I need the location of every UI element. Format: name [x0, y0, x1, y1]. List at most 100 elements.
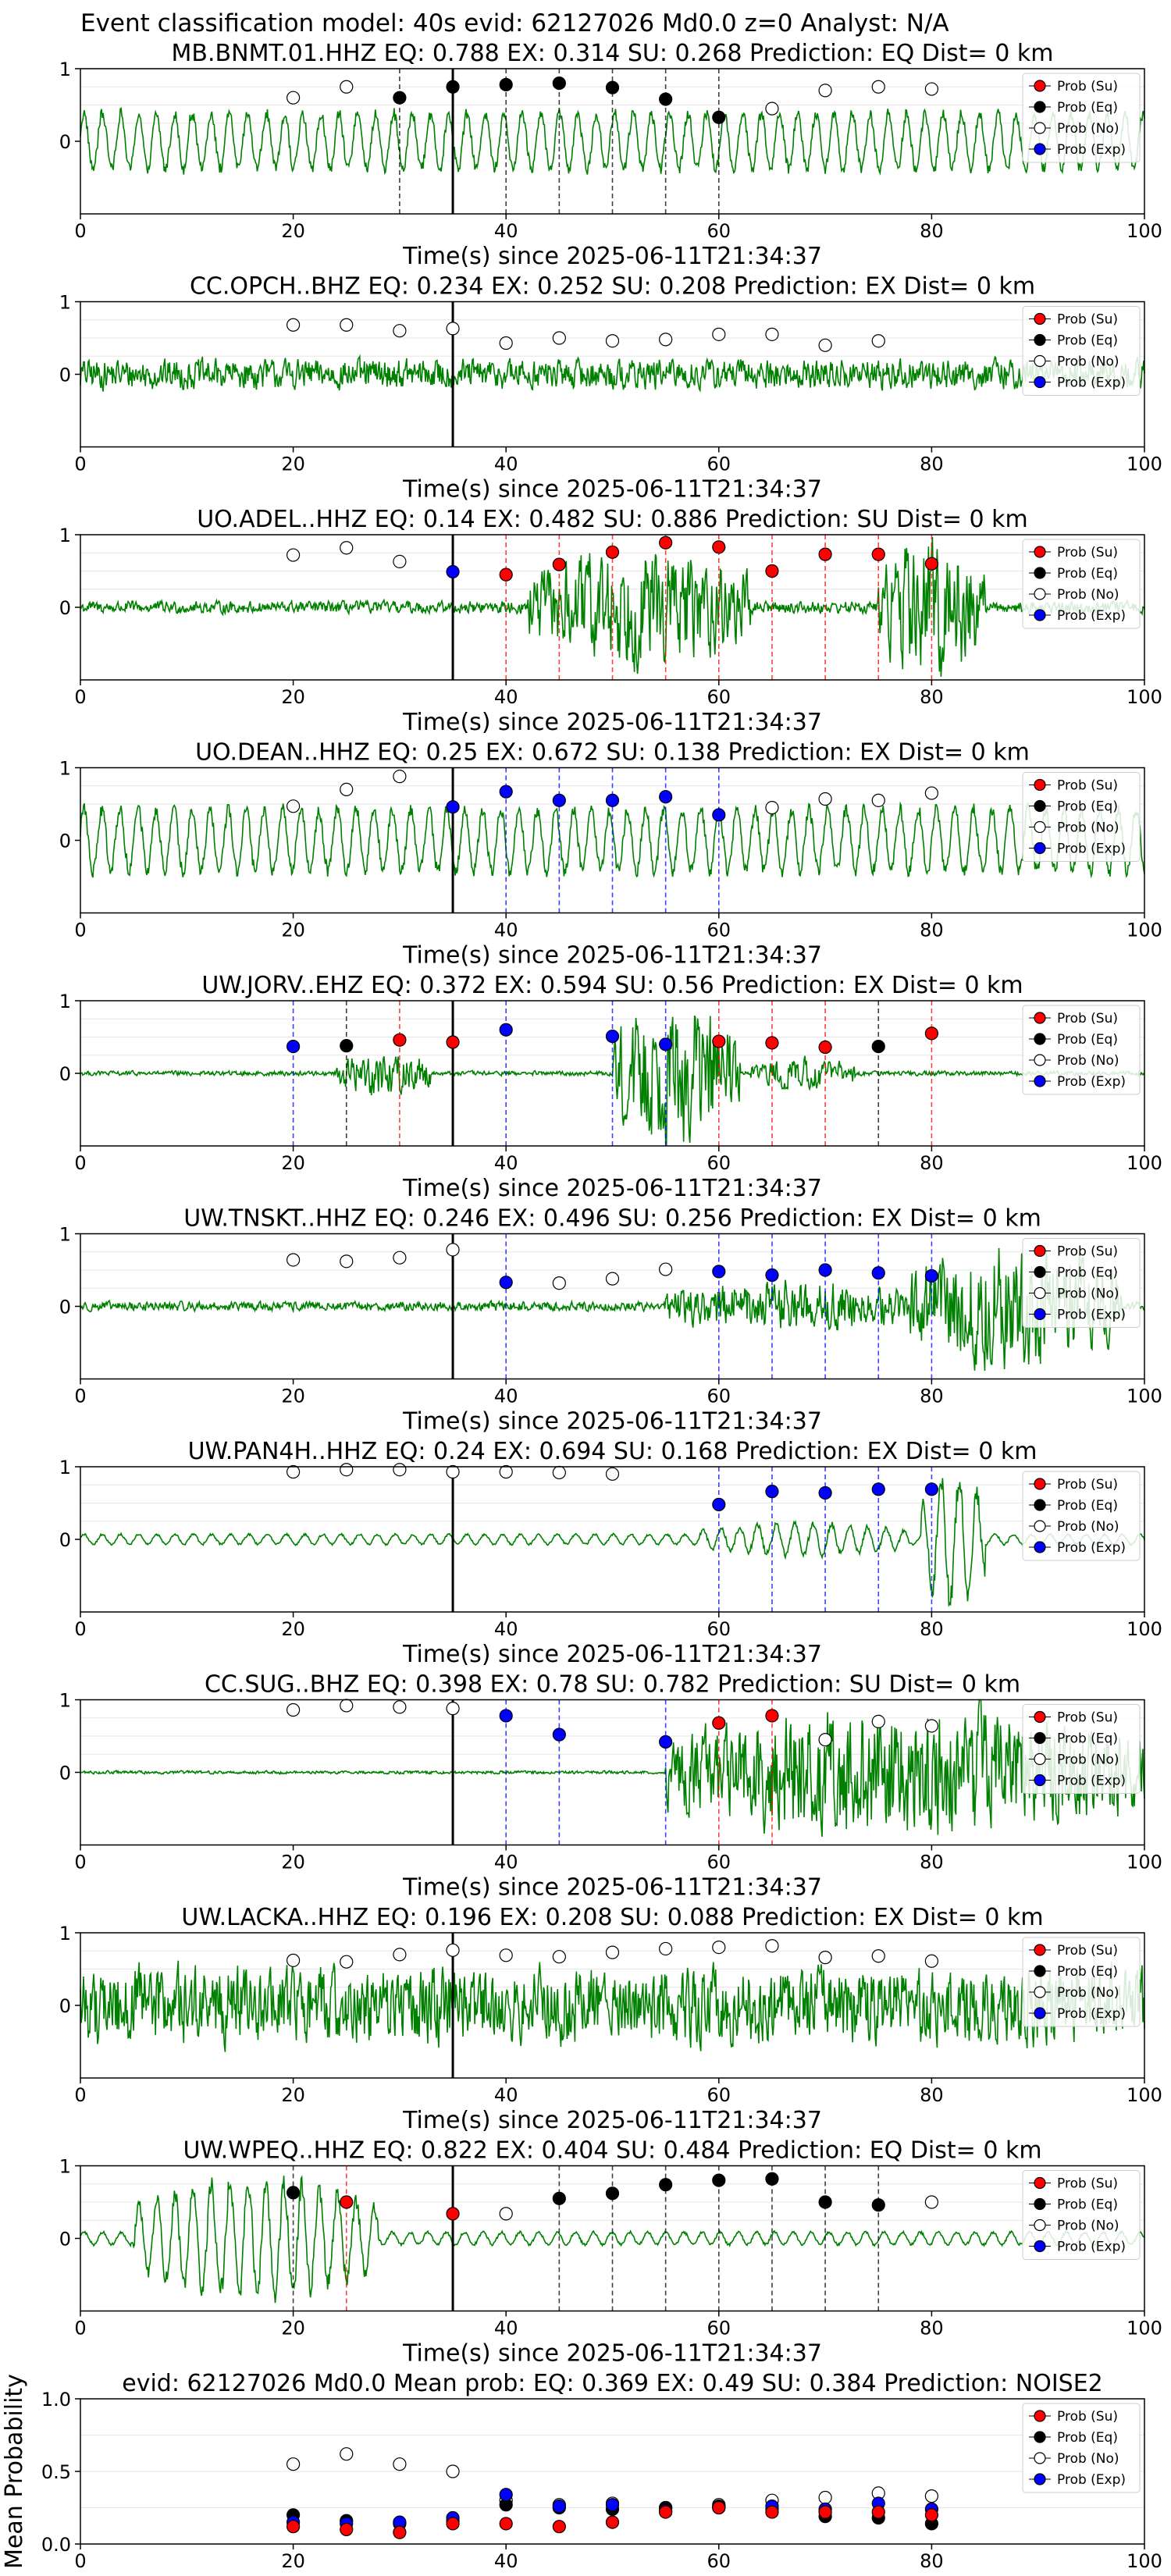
prob-point-exp — [499, 1276, 513, 1290]
mean-prob-point-su — [446, 2517, 460, 2531]
prob-point-no — [924, 2195, 939, 2209]
legend-marker — [1034, 2473, 1046, 2485]
prob-point-no — [499, 1464, 513, 1479]
legend-marker — [1034, 1265, 1046, 1279]
waveform-trace — [80, 354, 1145, 393]
prob-point-no — [287, 799, 301, 813]
mean-prob-point-su — [818, 2505, 832, 2519]
prob-point-eq — [499, 77, 513, 92]
x-tick-label: 0 — [74, 1618, 86, 1640]
legend-marker — [1034, 101, 1046, 113]
x-tick-label: 100 — [1127, 2318, 1162, 2339]
x-tick-label: 100 — [1127, 2084, 1162, 2106]
x-tick-label: 20 — [281, 686, 305, 708]
prob-point-no — [605, 1945, 620, 1959]
x-tick-label: 40 — [494, 454, 518, 475]
legend-label: Prob (Eq) — [1057, 1032, 1118, 1048]
x-tick-label: 40 — [494, 686, 518, 708]
legend-label: Prob (No) — [1057, 1286, 1119, 1302]
legend-box — [1022, 1238, 1141, 1328]
panel-title: UO.ADEL..HHZ EQ: 0.14 EX: 0.482 SU: 0.88… — [197, 506, 1028, 533]
x-tick-label: 40 — [494, 220, 518, 242]
y-tick-label: 1 — [59, 1224, 71, 1246]
x-axis-label: Time(s) since 2025-06-11T21:34:37 — [402, 1408, 822, 1436]
legend-label: Prob (Exp) — [1057, 2240, 1126, 2255]
mean-prob-point-su — [287, 2520, 301, 2534]
legend-box — [1022, 1471, 1141, 1561]
x-tick-label: 80 — [920, 2550, 944, 2572]
legend-label: Prob (Exp) — [1057, 142, 1126, 158]
prob-point-no — [393, 1948, 407, 1962]
legend-box — [1022, 2403, 1141, 2493]
x-tick-label: 0 — [74, 920, 86, 941]
y-tick-label: 0 — [59, 1297, 71, 1318]
x-axis-label: Time(s) since 2025-06-11T21:34:37 — [402, 2107, 822, 2134]
panel-4: UW.JORV..EHZ EQ: 0.372 EX: 0.594 SU: 0.5… — [59, 972, 1162, 1202]
mean-prob-point-no — [446, 2464, 460, 2478]
prob-point-eq — [393, 91, 407, 105]
prob-point-eq — [659, 92, 673, 106]
legend-box — [1022, 1937, 1141, 2027]
legend-marker — [1034, 375, 1046, 389]
legend-marker — [1034, 2240, 1046, 2253]
legend-marker — [1034, 609, 1046, 621]
panel-title: UO.DEAN..HHZ EQ: 0.25 EX: 0.672 SU: 0.13… — [195, 739, 1030, 767]
prob-point-exp — [924, 1482, 939, 1496]
panel-7: CC.SUG..BHZ EQ: 0.398 EX: 0.78 SU: 0.782… — [59, 1671, 1162, 1902]
x-tick-label: 100 — [1127, 1852, 1162, 1873]
prob-point-exp — [712, 1497, 726, 1511]
prob-point-eq — [659, 2178, 673, 2192]
prob-point-no — [446, 1943, 460, 1957]
mean-prob-point-no — [818, 2490, 832, 2505]
prob-point-no — [287, 1703, 301, 1717]
legend-marker — [1034, 1286, 1046, 1300]
mean-prob-point-su — [765, 2505, 779, 2519]
prob-point-no — [552, 331, 566, 345]
legend-label: Prob (Eq) — [1057, 1964, 1118, 1980]
panel-5: UW.TNSKT..HHZ EQ: 0.246 EX: 0.496 SU: 0.… — [59, 1205, 1162, 1436]
x-tick-label: 100 — [1127, 454, 1162, 475]
x-tick-label: 20 — [281, 220, 305, 242]
x-tick-label: 40 — [494, 1852, 518, 1873]
legend-label: Prob (No) — [1057, 354, 1119, 370]
legend-marker — [1034, 1244, 1046, 1258]
prob-point-no — [393, 1463, 407, 1477]
legend: Prob (Su) Prob (Eq) Prob (No) Prob (Exp) — [1022, 306, 1141, 396]
legend-marker — [1034, 1075, 1046, 1087]
legend-marker — [1034, 841, 1046, 855]
x-axis-label: Time(s) since 2025-06-11T21:34:37 — [402, 476, 822, 503]
prob-point-no — [924, 82, 939, 96]
legend-marker — [1034, 1520, 1046, 1532]
x-axis-label: Time(s) since 2025-06-11T21:34:37 — [402, 2340, 822, 2368]
prob-point-no — [446, 1243, 460, 1257]
prob-point-no — [605, 1272, 620, 1286]
prob-point-no — [340, 1463, 354, 1477]
prob-point-no — [659, 1262, 673, 1276]
x-tick-label: 20 — [281, 2318, 305, 2339]
x-tick-label: 80 — [920, 220, 944, 242]
prob-point-exp — [499, 1023, 513, 1037]
legend-marker — [1034, 1012, 1046, 1024]
legend-marker — [1034, 1499, 1046, 1511]
x-tick-label: 60 — [707, 2550, 731, 2572]
x-tick-label: 60 — [707, 1152, 731, 1174]
prob-point-no — [712, 1941, 726, 1955]
prob-point-su — [765, 1709, 779, 1723]
prob-point-su — [765, 1036, 779, 1050]
x-tick-label: 20 — [281, 454, 305, 475]
legend-label: Prob (No) — [1057, 2451, 1119, 2467]
panel-title: CC.OPCH..BHZ EQ: 0.234 EX: 0.252 SU: 0.2… — [190, 273, 1035, 301]
prob-point-exp — [499, 785, 513, 799]
prob-point-exp — [871, 1482, 885, 1496]
y-tick-label: 0 — [59, 1995, 71, 2017]
x-tick-label: 20 — [281, 920, 305, 941]
legend-marker — [1034, 354, 1046, 368]
legend-box — [1022, 306, 1141, 396]
legend-label: Prob (Exp) — [1057, 841, 1126, 857]
panel-title: UW.WPEQ..HHZ EQ: 0.822 EX: 0.404 SU: 0.4… — [183, 2137, 1041, 2165]
legend-label: Prob (Exp) — [1057, 2472, 1126, 2488]
prob-point-su — [340, 2195, 354, 2209]
x-tick-label: 100 — [1127, 1386, 1162, 1407]
y-tick-label: 0 — [59, 2229, 71, 2250]
prob-point-no — [871, 1714, 885, 1728]
